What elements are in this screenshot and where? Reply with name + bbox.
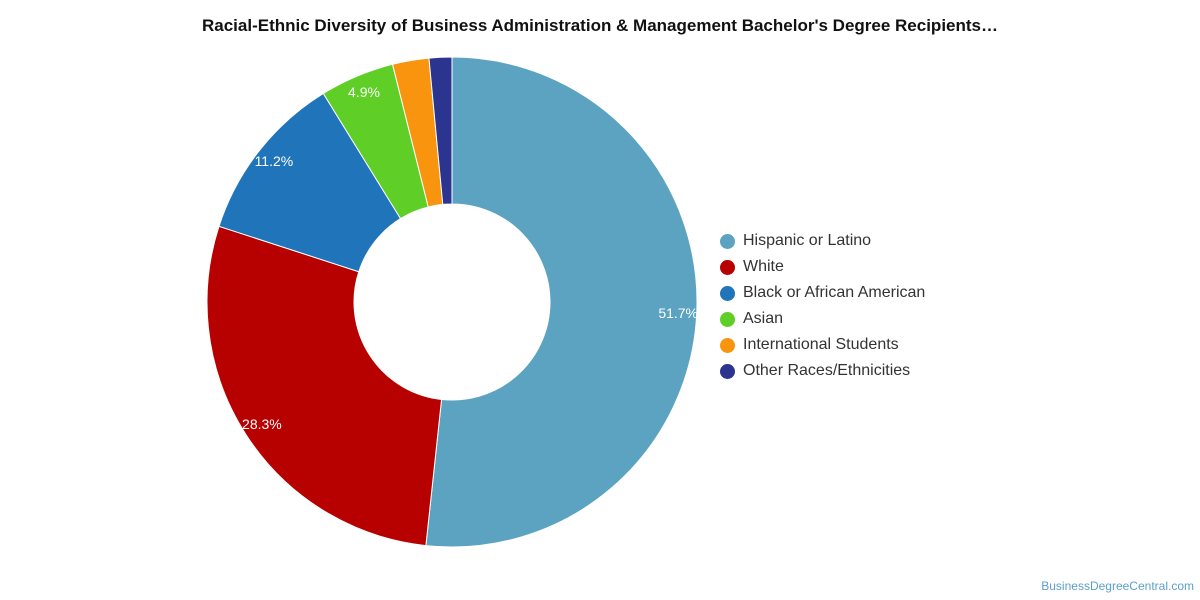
- legend-swatch-icon: [720, 285, 735, 301]
- slice-label-black-or-african-american: 11.2%: [255, 153, 294, 169]
- legend-item-hispanic-or-latino[interactable]: Hispanic or Latino: [720, 228, 925, 254]
- donut-slices: [206, 56, 698, 548]
- slice-label-white: 28.3%: [242, 416, 282, 432]
- legend: Hispanic or Latino White Black or African …: [720, 228, 925, 384]
- legend-swatch-icon: [720, 233, 735, 249]
- legend-item-international-students[interactable]: International Students: [720, 332, 925, 358]
- slice-hispanic-or-latino[interactable]: [425, 56, 698, 548]
- slice-label-asian: 4.9%: [348, 84, 380, 100]
- slice-label-hispanic-or-latino: 51.7%: [658, 305, 698, 321]
- legend-item-asian[interactable]: Asian: [720, 306, 925, 332]
- legend-swatch-icon: [720, 259, 735, 275]
- legend-label: Black or African American: [743, 284, 926, 301]
- legend-item-white[interactable]: White: [720, 254, 925, 280]
- legend-swatch-icon: [720, 337, 735, 353]
- slice-other-races-ethnicities[interactable]: [428, 56, 453, 205]
- slice-labels: 51.7% 28.3% 11.2% 4.9%: [242, 84, 698, 432]
- legend-swatch-icon: [720, 363, 735, 379]
- chart-title: Racial-Ethnic Diversity of Business Admi…: [201, 16, 998, 35]
- legend-item-black-or-african-american[interactable]: Black or African American: [720, 280, 925, 306]
- legend-label: White: [743, 258, 784, 275]
- legend-label: Hispanic or Latino: [743, 232, 872, 249]
- legend-label: Other Races/Ethnicities: [743, 362, 911, 379]
- legend-label: International Students: [743, 336, 899, 353]
- legend-swatch-icon: [720, 311, 735, 327]
- legend-item-other-races-ethnicities[interactable]: Other Races/Ethnicities: [720, 358, 925, 384]
- source-credit[interactable]: BusinessDegreeCentral.com: [1041, 579, 1194, 593]
- slice-black-or-african-american[interactable]: [218, 92, 402, 273]
- legend-label: Asian: [743, 310, 784, 327]
- slice-white[interactable]: [206, 225, 443, 547]
